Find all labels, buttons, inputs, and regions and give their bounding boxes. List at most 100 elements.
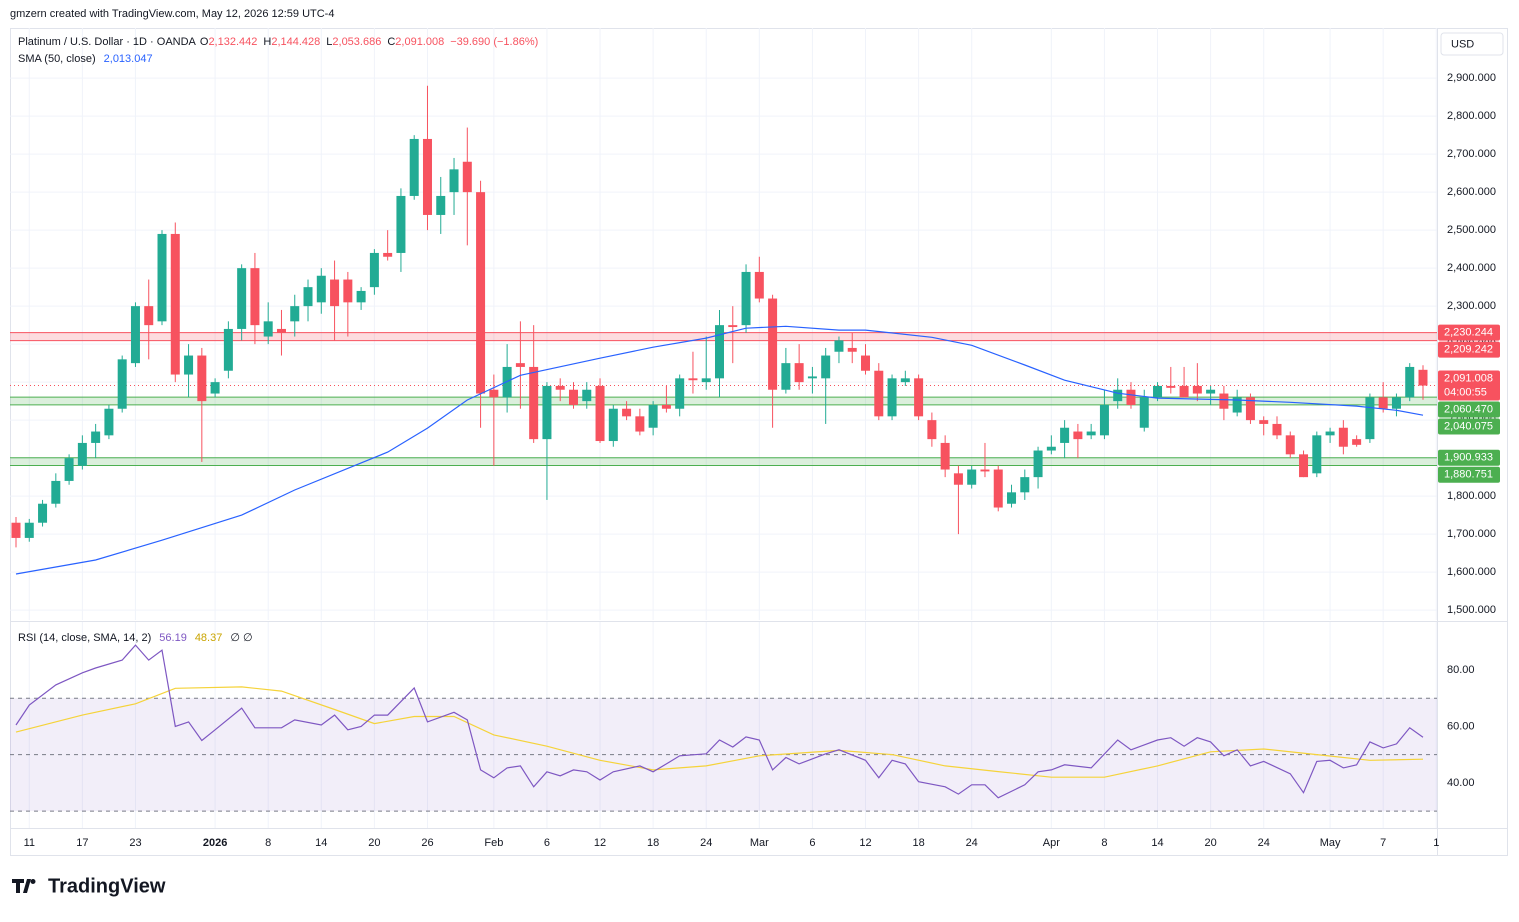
candle-body	[1391, 397, 1401, 409]
rsi-name: RSI (14, close, SMA, 14, 2)	[18, 632, 151, 644]
ohlc-value: 2,132.442	[208, 36, 257, 48]
candle-body	[967, 469, 977, 485]
candle-body	[11, 522, 21, 538]
candle-body	[64, 458, 74, 481]
candle-body	[263, 321, 273, 337]
candle-body	[276, 328, 286, 333]
x-tick-label: 12	[594, 837, 606, 849]
main-pane	[10, 85, 1437, 575]
candle-body	[914, 378, 924, 417]
currency: USD	[1451, 38, 1474, 50]
candle-body	[1166, 385, 1176, 388]
candle-body	[1099, 404, 1109, 436]
x-tick-label: 7	[1380, 837, 1386, 849]
price-label: 1,880.751	[1444, 469, 1493, 481]
x-tick-label: 12	[859, 837, 871, 849]
candle-body	[396, 195, 406, 253]
candle-body	[1312, 435, 1322, 474]
logo: TradingView	[12, 875, 166, 897]
candle-body	[1325, 431, 1335, 436]
candle-body	[1086, 431, 1096, 436]
candle-body	[157, 233, 167, 322]
sma-value: 2,013.047	[104, 53, 153, 65]
candle-body	[343, 279, 353, 303]
y-tick-label: 1,700.000	[1447, 528, 1496, 540]
candle-body	[38, 503, 48, 523]
price-label: 2,060.470	[1444, 403, 1493, 415]
candle-body	[661, 404, 671, 409]
y-tick-label: 1,500.000	[1447, 604, 1496, 616]
candle-body	[91, 431, 101, 443]
candle-body	[1405, 366, 1415, 398]
ohlc-key: C	[387, 36, 395, 48]
candle-body	[1046, 446, 1056, 451]
x-tick-label: 6	[544, 837, 550, 849]
logo-icon	[12, 879, 36, 893]
price-label: 2,230.244	[1444, 327, 1493, 339]
ohlc-key: H	[263, 36, 271, 48]
rsi-value: 56.19	[159, 632, 187, 644]
symbol: Platinum / U.S. Dollar · 1D · OANDA	[18, 36, 197, 48]
candle-body	[422, 138, 432, 215]
y-tick-label: 2,600.000	[1447, 186, 1496, 198]
y-tick-label: 2,800.000	[1447, 110, 1496, 122]
candle-body	[821, 355, 831, 379]
sma-line	[15, 325, 1424, 575]
candle-body	[409, 138, 419, 196]
candle-body	[781, 363, 791, 390]
x-tick-label: 24	[700, 837, 712, 849]
rsi-pane	[10, 644, 1437, 812]
candle-body	[688, 378, 698, 381]
candle-body	[462, 161, 472, 193]
candle-body	[595, 385, 605, 442]
candle-body	[290, 306, 300, 322]
candle-body	[568, 389, 578, 405]
y-tick-label: 1,600.000	[1447, 566, 1496, 578]
candle-body	[51, 480, 61, 504]
x-tick-label: May	[1320, 837, 1341, 849]
candle-body	[1073, 431, 1083, 440]
candle-body	[741, 271, 751, 326]
candle-body	[1259, 420, 1269, 424]
candle-body	[1033, 450, 1043, 478]
candle-body	[489, 389, 499, 398]
candle-body	[1232, 397, 1242, 413]
x-tick-label: 8	[265, 837, 271, 849]
ohlc-value: 2,053.686	[332, 36, 381, 48]
rsi-tick-label: 40.00	[1447, 777, 1475, 789]
credit: gmzern created with TradingView.com, May…	[10, 8, 334, 20]
price-label: 04:00:55	[1444, 386, 1487, 398]
y-tick-label: 1,800.000	[1447, 490, 1496, 502]
price-label: 1,900.933	[1444, 452, 1493, 464]
candle-body	[1179, 385, 1189, 398]
x-tick-label: Apr	[1043, 837, 1060, 849]
rsi-sma-line	[15, 686, 1424, 778]
ohlc-value: 2,091.008	[395, 36, 444, 48]
zone	[10, 397, 1437, 405]
candle-body	[117, 359, 127, 409]
x-tick-label: 20	[1204, 837, 1216, 849]
rsi-line	[15, 644, 1424, 799]
candle-body	[648, 404, 658, 428]
candle-body	[582, 389, 592, 402]
candle-body	[887, 378, 897, 417]
x-tick-label: Feb	[484, 837, 503, 849]
candle-body	[754, 271, 764, 299]
price-label-box	[1438, 324, 1500, 341]
x-tick-label: 14	[1151, 837, 1163, 849]
rsi-tick-label: 60.00	[1447, 720, 1475, 732]
axes: 1,500.000 1,600.000 1,700.000 1,800.000 1,90…	[24, 72, 1500, 849]
candle-body	[529, 366, 539, 440]
candle-body	[608, 408, 618, 442]
candle-body	[1060, 427, 1070, 443]
candle-body	[1139, 397, 1149, 428]
candle-body	[1206, 389, 1216, 394]
price-label: 2,091.008	[1444, 372, 1493, 384]
candle-body	[1219, 393, 1229, 409]
sma-name: SMA (50, close)	[18, 53, 96, 65]
x-tick-label: 11	[24, 837, 35, 849]
x-tick-label: 18	[647, 837, 659, 849]
candle-body	[1299, 454, 1309, 478]
